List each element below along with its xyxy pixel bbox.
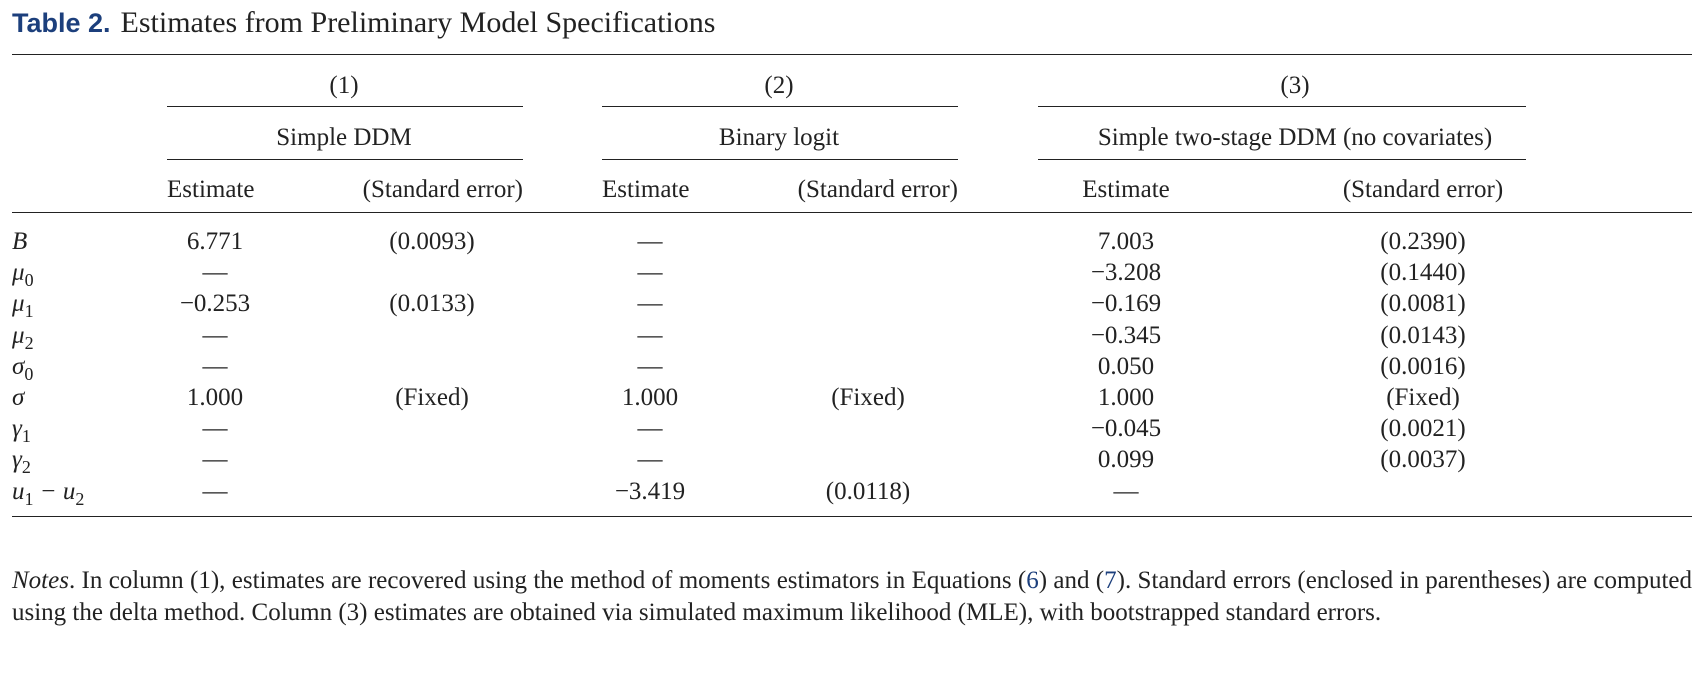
row-label: γ2 — [12, 446, 31, 478]
notes-part-1: . In column (1), estimates are recovered… — [68, 567, 1027, 594]
row-symbol: γ — [12, 415, 22, 443]
cell-c2s: (0.0118) — [825, 477, 911, 505]
notes-part-2: ) and ( — [1038, 567, 1105, 594]
cell-c3e: −0.045 — [1090, 415, 1162, 443]
row-label: μ0 — [12, 259, 34, 291]
cell-c1s: (0.0093) — [389, 228, 475, 255]
top-rule — [12, 54, 1692, 55]
column-1-number: (1) — [329, 72, 359, 99]
equation-7-link[interactable]: 7 — [1104, 567, 1117, 594]
cell-c1e: — — [202, 321, 228, 349]
cell-c2e: — — [637, 321, 663, 349]
column-3-estimate-header: Estimate — [1082, 176, 1170, 203]
cell-c1s: (Fixed) — [395, 384, 469, 411]
cell-c3e: 0.099 — [1097, 446, 1155, 474]
cell-c3s: (0.1440) — [1380, 259, 1466, 287]
cell-c1e: — — [202, 446, 228, 474]
table-title: Table 2. Estimates from Preliminary Model… — [12, 6, 715, 40]
row-symbol: μ — [12, 290, 25, 318]
row-symbol: σ — [12, 352, 25, 380]
cell-c1e: — — [202, 352, 228, 380]
row-subscript: 1 — [21, 426, 31, 447]
header-rule — [12, 212, 1692, 213]
row-subscript: 2 — [21, 457, 31, 478]
cell-c2e: — — [637, 446, 663, 474]
cell-c3s: (Fixed) — [1386, 384, 1460, 411]
notes-part-3: ). Standard errors (enclosed in parenthe… — [12, 567, 1692, 626]
cell-c3e: 0.050 — [1097, 352, 1155, 380]
cell-c2e: — — [637, 290, 663, 318]
column-1-estimate-header: Estimate — [167, 176, 255, 203]
row-label: μ1 — [12, 290, 34, 322]
cell-c3e: 1.000 — [1097, 384, 1155, 411]
column-3-number: (3) — [1280, 72, 1310, 99]
column-3-se-header: (Standard error) — [1342, 176, 1504, 203]
cell-c3s: (0.0016) — [1380, 352, 1466, 380]
column-2-model-rule — [602, 159, 958, 160]
table-caption: Estimates from Preliminary Model Specifi… — [120, 6, 716, 39]
column-3-rule — [1038, 106, 1526, 107]
cell-c3e: 7.003 — [1097, 228, 1155, 255]
cell-c3s: (0.0081) — [1380, 290, 1466, 318]
row-symbol: μ — [12, 259, 25, 287]
cell-c1e: — — [202, 415, 228, 443]
cell-c3s: (0.0021) — [1380, 415, 1466, 443]
column-1-model-rule — [167, 159, 523, 160]
row-subscript: 0 — [24, 363, 34, 384]
row-symbol: B — [12, 228, 28, 255]
cell-c2e: — — [637, 415, 663, 443]
row-subscript: 2 — [24, 332, 34, 353]
cell-c1s: (0.0133) — [389, 290, 475, 318]
cell-c3e: −0.169 — [1090, 290, 1162, 318]
row-symbol: u — [12, 477, 25, 505]
cell-c3e: −3.208 — [1090, 259, 1162, 287]
equation-6-link[interactable]: 6 — [1026, 567, 1039, 594]
cell-c1e: 1.000 — [186, 384, 244, 411]
cell-c3s: (0.0037) — [1380, 446, 1466, 474]
row-label: σ — [12, 384, 24, 412]
row-symbol: γ — [12, 446, 22, 474]
row-symbol-2: − u — [33, 477, 76, 505]
column-2-number: (2) — [764, 72, 794, 99]
row-label: B — [12, 228, 27, 256]
cell-c2e: — — [637, 228, 663, 255]
column-3-model: Simple two-stage DDM (no covariates) — [1097, 124, 1493, 151]
table-label: Table 2. — [12, 8, 111, 38]
column-1-rule — [167, 106, 523, 107]
column-1-model: Simple DDM — [276, 124, 412, 151]
row-subscript: 1 — [24, 488, 34, 509]
column-3-model-rule — [1038, 159, 1526, 160]
cell-c2e: 1.000 — [621, 384, 679, 411]
cell-c2e: — — [637, 352, 663, 380]
cell-c1e: — — [202, 477, 228, 505]
cell-c3e: — — [1113, 477, 1139, 505]
row-label: μ2 — [12, 321, 34, 353]
row-label: u1 − u2 — [12, 477, 85, 509]
cell-c2e: — — [637, 259, 663, 287]
row-symbol: μ — [12, 321, 25, 349]
row-subscript: 1 — [24, 301, 34, 322]
table-notes: Notes. In column (1), estimates are reco… — [12, 565, 1692, 629]
cell-c1e: 6.771 — [186, 228, 244, 255]
column-2-model: Binary logit — [718, 124, 840, 151]
cell-c3e: −0.345 — [1090, 321, 1162, 349]
row-label: γ1 — [12, 415, 31, 447]
cell-c1e: — — [202, 259, 228, 287]
cell-c2e: −3.419 — [614, 477, 686, 505]
column-2-estimate-header: Estimate — [602, 176, 690, 203]
cell-c2s: (Fixed) — [831, 384, 905, 411]
column-1-se-header: (Standard error) — [362, 176, 523, 203]
notes-lead: Notes — [12, 567, 69, 594]
row-label: σ0 — [12, 352, 34, 384]
column-2-rule — [602, 106, 958, 107]
bottom-rule — [12, 516, 1692, 517]
cell-c3s: (0.0143) — [1380, 321, 1466, 349]
row-subscript-2: 2 — [75, 488, 85, 509]
cell-c3s: (0.2390) — [1380, 228, 1466, 255]
row-symbol: σ — [12, 384, 25, 411]
cell-c1e: −0.253 — [179, 290, 251, 318]
column-2-se-header: (Standard error) — [797, 176, 958, 203]
row-subscript: 0 — [24, 270, 34, 291]
